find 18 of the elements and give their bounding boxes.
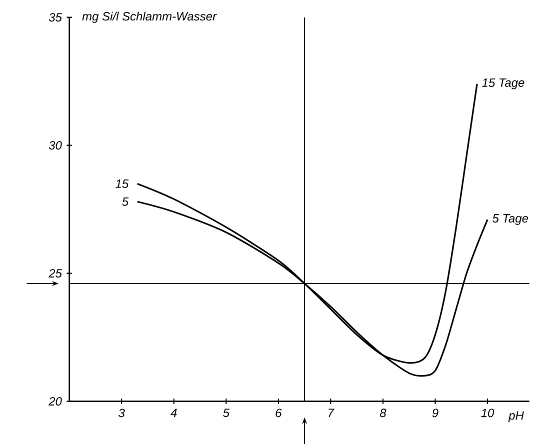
y-tick-label: 20 bbox=[48, 396, 62, 406]
y-tick-label: 35 bbox=[48, 12, 62, 22]
series-label: 15 Tage bbox=[482, 78, 524, 90]
x-tick-label: 3 bbox=[118, 408, 125, 417]
x-tick-label: 10 bbox=[481, 408, 494, 417]
y-tick-label: 25 bbox=[48, 268, 62, 278]
x-tick-label: 6 bbox=[276, 408, 282, 417]
annotation: 5 bbox=[122, 197, 129, 206]
series-label: 5 Tage bbox=[492, 214, 528, 225]
annotation: 15 bbox=[116, 179, 129, 188]
x-tick-label: 7 bbox=[328, 408, 334, 417]
x-tick-label: 9 bbox=[432, 408, 438, 417]
x-axis-title: pH bbox=[508, 411, 524, 422]
y-axis-title: mg Si/l Schlamm-Wasser bbox=[82, 12, 217, 23]
x-tick-label: 8 bbox=[380, 408, 386, 417]
x-tick-label: 4 bbox=[170, 408, 177, 417]
x-tick-label: 5 bbox=[223, 408, 230, 417]
y-tick-label: 30 bbox=[48, 140, 62, 150]
